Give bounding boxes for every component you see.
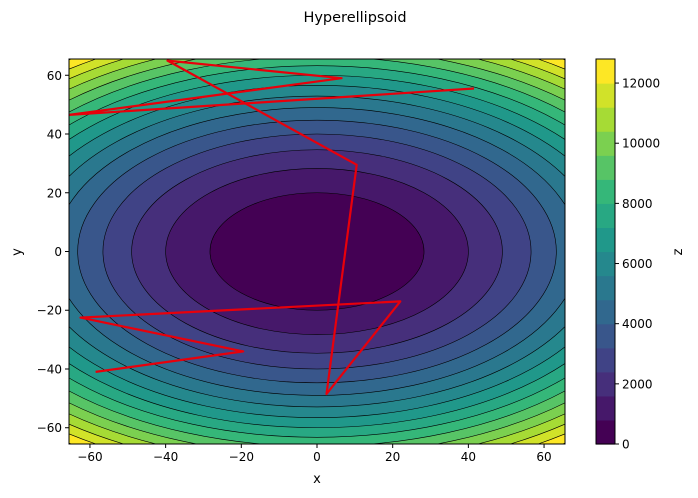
colorbar-tick-label: 6000 bbox=[622, 257, 653, 271]
colorbar-band bbox=[596, 179, 615, 204]
contour-line bbox=[69, 65, 565, 438]
contour-line bbox=[131, 149, 503, 354]
colorbar-tick-label: 10000 bbox=[622, 137, 660, 151]
contour-fills bbox=[69, 59, 565, 444]
colorbar-band bbox=[596, 323, 615, 349]
contour-lines bbox=[69, 59, 565, 444]
y-tick-label: 60 bbox=[47, 69, 62, 83]
colorbar-band bbox=[596, 251, 615, 277]
y-tick-label: 20 bbox=[47, 186, 62, 200]
colorbar-label: z bbox=[671, 248, 686, 255]
x-tick-label: −40 bbox=[153, 450, 178, 464]
y-tick-label: −40 bbox=[37, 362, 62, 376]
colorbar-band bbox=[596, 59, 615, 84]
colorbar-band bbox=[596, 371, 615, 397]
colorbar-band bbox=[596, 131, 615, 156]
colorbar-band bbox=[596, 299, 615, 325]
colorbar-tick-label: 2000 bbox=[622, 377, 653, 391]
x-tick-label: 20 bbox=[385, 450, 400, 464]
colorbar-tick-label: 12000 bbox=[622, 77, 660, 91]
contour-line bbox=[69, 107, 565, 396]
y-tick-label: −60 bbox=[37, 421, 62, 435]
contour-line bbox=[165, 168, 469, 335]
x-tick-label: 60 bbox=[536, 450, 551, 464]
colorbar-tick-label: 4000 bbox=[622, 317, 653, 331]
colorbar-tick-label: 8000 bbox=[622, 197, 653, 211]
x-tick-label: −20 bbox=[229, 450, 254, 464]
colorbar-tick-label: 0 bbox=[622, 438, 630, 452]
y-axis-ticks: −60 −40 −20 0 20 40 60 bbox=[37, 69, 69, 435]
colorbar-band bbox=[596, 275, 615, 301]
colorbar-band bbox=[596, 83, 615, 108]
colorbar-band bbox=[596, 155, 615, 180]
colorbar-band bbox=[596, 107, 615, 132]
y-axis-label: y bbox=[10, 248, 25, 256]
colorbar-frame bbox=[595, 58, 616, 445]
colorbar-band bbox=[596, 419, 615, 445]
optimization-path bbox=[69, 59, 475, 396]
contour-line bbox=[77, 119, 557, 384]
colorbar-ticks: 0 2000 4000 6000 8000 10000 12000 bbox=[615, 77, 660, 452]
contour-line bbox=[69, 85, 565, 418]
contour-line bbox=[209, 192, 425, 311]
x-tick-label: −60 bbox=[77, 450, 102, 464]
contour-band bbox=[209, 192, 425, 311]
chart-title: Hyperellipsoid bbox=[303, 10, 406, 26]
colorbar-band bbox=[596, 395, 615, 421]
y-tick-label: 0 bbox=[54, 245, 62, 259]
x-tick-label: 0 bbox=[313, 450, 321, 464]
colorbar-bands bbox=[596, 59, 615, 445]
colorbar: 0 2000 4000 6000 8000 10000 12000 z bbox=[595, 58, 686, 452]
colorbar-band bbox=[596, 203, 615, 229]
y-tick-label: −20 bbox=[37, 304, 62, 318]
colorbar-band bbox=[596, 347, 615, 373]
contour-line bbox=[102, 133, 532, 370]
colorbar-band bbox=[596, 227, 615, 253]
x-tick-label: 40 bbox=[461, 450, 476, 464]
contour-line bbox=[69, 95, 565, 408]
y-tick-label: 40 bbox=[47, 128, 62, 142]
x-axis-label: x bbox=[313, 472, 321, 487]
plot-area bbox=[68, 58, 566, 445]
x-axis-ticks: −60 −40 −20 0 20 40 60 bbox=[77, 444, 552, 464]
